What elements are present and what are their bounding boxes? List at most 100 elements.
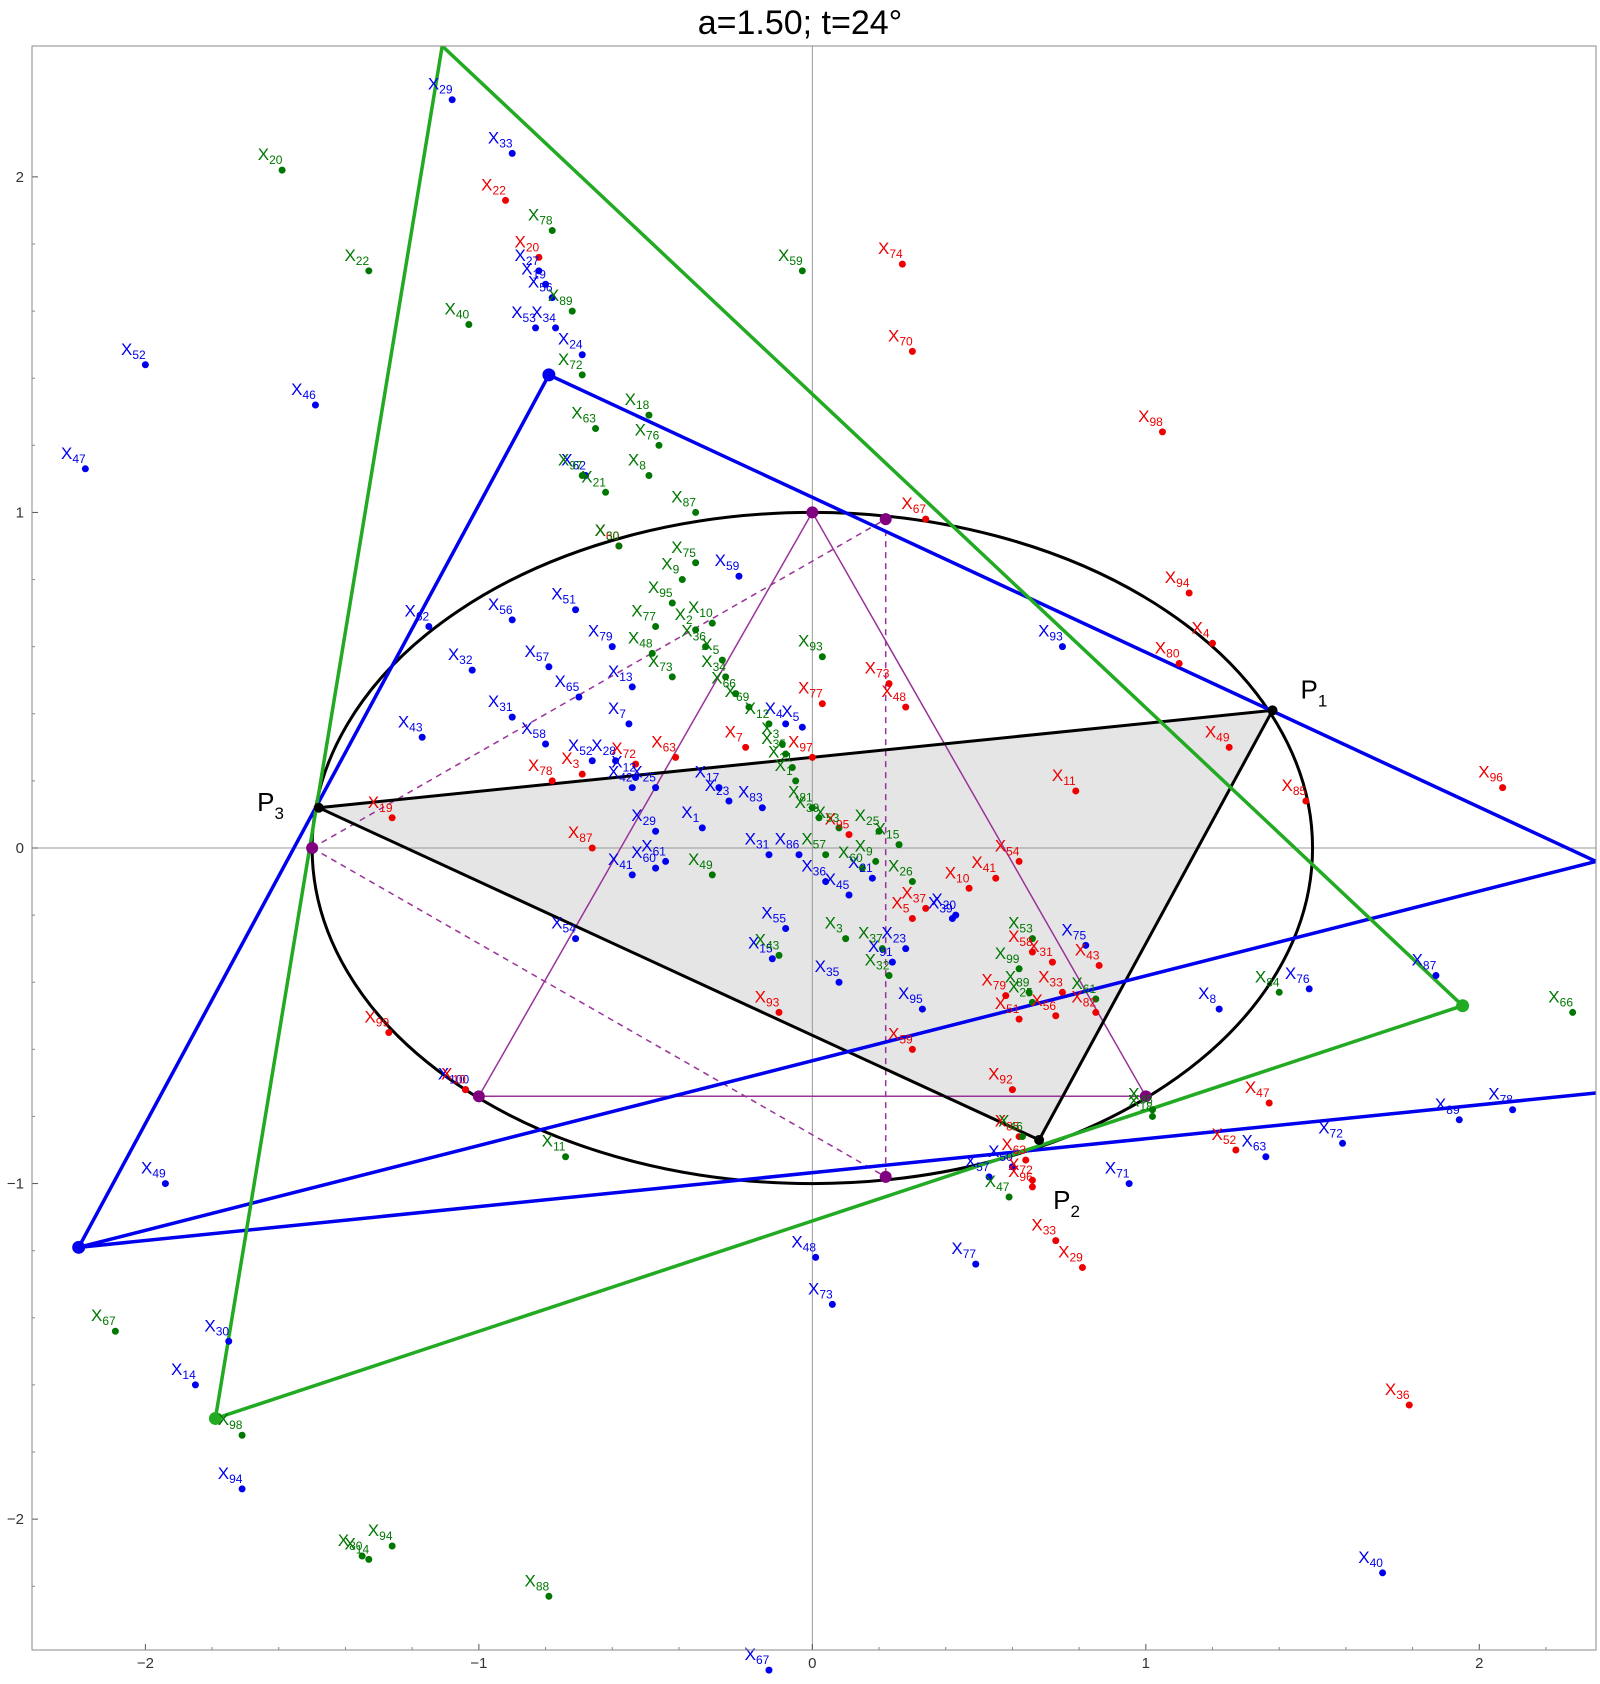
blue-center-point — [238, 1485, 246, 1493]
red-center-point — [908, 1045, 916, 1053]
blue-center-point — [698, 824, 706, 832]
blue-center-label: X79 — [588, 622, 613, 644]
blue-center-point — [725, 797, 733, 805]
red-center-label: X48 — [881, 682, 906, 704]
green-center-label: X21 — [581, 467, 606, 489]
purple-point — [879, 1170, 892, 1183]
green-center-point — [1275, 988, 1283, 996]
red-center-label: X96 — [1478, 763, 1503, 785]
blue-center-point — [918, 1005, 926, 1013]
blue-center-label: X56 — [488, 595, 513, 617]
green-center-point — [668, 599, 676, 607]
red-center-point — [1028, 1176, 1036, 1184]
green-center-point — [692, 508, 700, 516]
red-center-point — [1158, 428, 1166, 436]
vertex-point — [313, 802, 324, 813]
green-center-point — [1148, 1106, 1156, 1114]
blue-center-label: X40 — [1358, 1548, 1383, 1570]
blue-center-point — [578, 351, 586, 359]
green-center-point — [692, 559, 700, 567]
green-center-point — [895, 841, 903, 849]
blue-corner-point — [542, 368, 556, 382]
red-center-point — [1048, 958, 1056, 966]
blue-center-label: X58 — [521, 719, 546, 741]
red-center-label: X29 — [1058, 1242, 1083, 1264]
green-center-label: X67 — [91, 1306, 116, 1328]
green-center-point — [602, 488, 610, 496]
blue-center-point — [575, 693, 583, 701]
blue-center-point — [608, 643, 616, 651]
purple-triangle — [477, 510, 1148, 1098]
blue-center-point — [765, 1666, 773, 1674]
red-center-label: X36 — [1385, 1380, 1410, 1402]
red-center-point — [502, 196, 510, 204]
blue-center-point — [532, 324, 540, 332]
blue-center-label: X47 — [61, 444, 86, 466]
y-tick-label: 1 — [16, 504, 24, 521]
blue-center-label: X52 — [121, 340, 146, 362]
green-center-label: X59 — [778, 246, 803, 268]
blue-center-point — [508, 616, 516, 624]
blue-center-label: X49 — [141, 1159, 166, 1181]
blue-center-point — [572, 935, 580, 943]
blue-center-point — [835, 978, 843, 986]
blue-center-point — [548, 294, 556, 302]
blue-center-label: X5 — [781, 702, 799, 724]
red-center-point — [885, 680, 893, 688]
green-center-point — [1025, 988, 1033, 996]
green-center-label: X89 — [548, 286, 573, 308]
red-center-point — [1302, 797, 1310, 805]
shaded-triangle — [318, 710, 1273, 1140]
blue-center-point — [1262, 1153, 1270, 1161]
green-center-point — [782, 750, 790, 758]
blue-center-label: X14 — [171, 1360, 196, 1382]
blue-center-label: X73 — [808, 1279, 833, 1301]
red-center-point — [1022, 1156, 1030, 1164]
red-center-point — [1209, 639, 1217, 647]
green-center-point — [465, 321, 473, 329]
clipped-lines — [76, 46, 1596, 1421]
blue-center-point — [628, 683, 636, 691]
blue-center-point — [768, 955, 776, 963]
green-center-label: X30 — [595, 521, 620, 543]
red-center-label: X73 — [865, 659, 890, 681]
blue-center-label: X8 — [1198, 984, 1216, 1006]
vertex-label-p1: P1 — [1301, 674, 1328, 710]
green-center-point — [278, 166, 286, 174]
blue-center-point — [632, 774, 640, 782]
green-center-point — [765, 720, 773, 728]
blue-center-label: X63 — [1242, 1132, 1267, 1154]
green-center-point — [652, 623, 660, 631]
green-center-point — [692, 626, 700, 634]
blue-center-label: X7 — [608, 699, 626, 721]
blue-center-point — [715, 784, 723, 792]
y-tick-label: −1 — [7, 1176, 24, 1193]
blue-center-label: X13 — [608, 662, 633, 684]
red-center-point — [808, 753, 816, 761]
blue-center-label: X34 — [531, 303, 556, 325]
green-center-label: X77 — [631, 602, 656, 624]
red-center-label: X20 — [515, 232, 540, 254]
blue-center-label: X71 — [1105, 1159, 1130, 1181]
green-center-point — [815, 814, 823, 822]
red-center-point — [1008, 1086, 1016, 1094]
purple-point — [306, 842, 319, 854]
blue-center-label: X32 — [448, 645, 473, 667]
blue-line — [78, 1091, 1596, 1250]
green-center-point — [592, 425, 600, 433]
green-center-point — [578, 371, 586, 379]
blue-center-label: X65 — [555, 672, 580, 694]
blue-center-label: X78 — [1488, 1085, 1513, 1107]
blue-center-label: X59 — [715, 551, 740, 573]
purple-dashed-line — [311, 518, 887, 849]
purple-point — [806, 506, 819, 519]
red-center-label: X97 — [788, 732, 813, 754]
purple-dashed-line — [311, 847, 887, 1178]
green-center-point — [545, 1592, 553, 1600]
red-center-point — [908, 914, 916, 922]
red-center-label: X63 — [651, 732, 676, 754]
red-center-point — [1499, 784, 1507, 792]
green-center-point — [1092, 995, 1100, 1003]
green-center-point — [1569, 1008, 1577, 1016]
red-center-point — [548, 777, 556, 785]
